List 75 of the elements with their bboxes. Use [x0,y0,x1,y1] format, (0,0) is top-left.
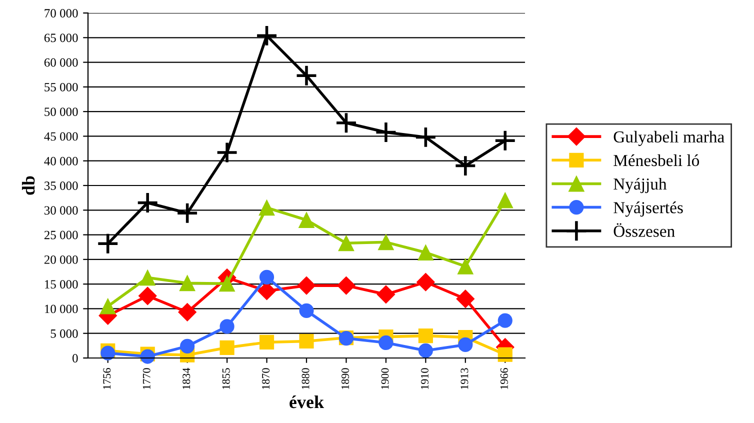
point [96,232,119,255]
point [378,335,394,350]
point [374,121,398,144]
x-tick-label: 1913 [460,368,468,389]
point [216,141,238,164]
point [256,24,278,47]
point [498,313,512,328]
point [178,302,197,322]
y-tick-label: 45 000 [44,132,78,141]
y-tick-label: 50 000 [44,108,78,116]
point [295,64,318,87]
point [378,234,394,250]
y-axis-title: db [22,176,35,195]
point [494,130,516,152]
point [337,276,356,295]
point [418,328,433,344]
x-tick-label: 1890 [342,368,350,389]
point [418,244,434,261]
point [497,192,514,208]
x-tick-label: 1756 [103,368,111,389]
y-tick-label: 65 000 [44,34,78,42]
legend-label: Nyájsertés [614,202,683,217]
point [100,298,116,314]
x-tick-label: 1770 [142,368,150,389]
point [176,202,198,224]
point [418,343,433,358]
legend-label: Nyájjuh [614,178,667,194]
point [220,340,234,355]
y-tick-label: 60 000 [44,58,78,67]
point [456,290,475,308]
y-tick-label: 10 000 [45,304,78,314]
point [414,126,437,148]
point [299,334,314,349]
x-tick-label: 1966 [500,368,508,389]
x-tick-label: 1855 [222,368,230,389]
legend-label: Ménesbeli ló [614,154,700,166]
y-tick-label: 55 000 [44,82,78,92]
y-tick-label: 25 000 [44,230,78,240]
point [454,154,477,177]
point [299,303,314,318]
y-tick-label: 35 000 [44,182,78,190]
point [458,337,473,352]
point [457,258,474,274]
x-tick-label: 1880 [302,368,310,389]
point [416,272,435,292]
y-tick-label: 0 [72,354,78,362]
point [258,200,275,216]
x-tick-label: 1900 [381,368,389,389]
x-tick-label: 1910 [420,368,428,389]
y-tick-label: 20 000 [44,255,78,264]
x-tick-label: 1870 [262,368,270,389]
point [180,338,195,354]
point [179,275,196,292]
y-tick-label: 40 000 [44,156,78,166]
point [259,270,274,284]
point [335,112,358,134]
y-tick-label: 70 000 [44,9,78,18]
y-tick-label: 30 000 [44,206,78,215]
point [376,285,396,304]
point [219,276,236,292]
point [138,286,157,306]
point [338,235,354,252]
point [298,212,314,228]
point [297,276,316,295]
point [136,192,159,214]
x-tick-label: 1834 [182,368,190,389]
point [220,319,234,334]
y-tick-label: 15 000 [45,280,78,289]
point [498,347,512,362]
legend-label: Gulyabeli marha [614,130,724,146]
point [140,270,156,286]
x-axis-title: évek [290,395,324,408]
point [259,334,274,350]
y-tick-label: 5 000 [50,329,78,338]
legend-label: Összesen [614,223,675,237]
